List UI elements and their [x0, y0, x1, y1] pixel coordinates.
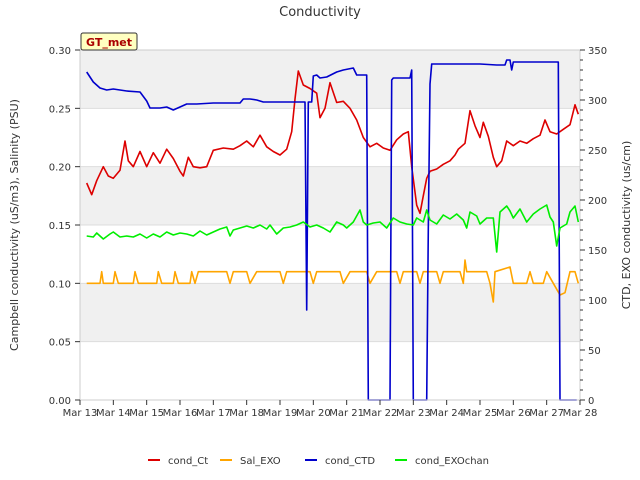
y-left-tick-label: 0.00: [49, 396, 71, 407]
y-axis-left-label: Campbell conductivity (uS/m3), Salinity …: [8, 99, 21, 351]
y-axis-right-label: CTD, EXO conductivity (us/cm): [620, 141, 633, 310]
series-layer: [85, 59, 580, 401]
badge-text: GT_met: [86, 36, 132, 49]
y-left-tick-label: 0.20: [49, 163, 71, 174]
y-right-tick-label: 350: [588, 46, 607, 57]
series-line-cond_EXOchan: [86, 204, 580, 253]
y-left-tick-label: 0.05: [49, 338, 71, 349]
x-tick-label: Mar 25: [463, 408, 498, 419]
legend: cond_Ct Sal_EXO cond_CTD cond_EXOchan: [148, 456, 489, 467]
y-right-tick-label: 0: [588, 396, 594, 407]
series-line-Sal_EXO: [86, 259, 580, 303]
y-left-tick-label: 0.15: [49, 221, 71, 232]
legend-label: cond_Ct: [168, 456, 208, 467]
background-bands: [80, 50, 580, 342]
y-axis-right: 0 50 100 150 200 250 300 350: [580, 46, 607, 407]
x-tick-label: Mar 18: [229, 408, 264, 419]
x-tick-label: Mar 27: [529, 408, 564, 419]
x-tick-label: Mar 14: [96, 408, 131, 419]
chart-title: Conductivity: [279, 5, 361, 20]
x-tick-label: Mar 20: [296, 408, 331, 419]
y-axis-left: 0.00 0.05 0.10 0.15 0.20 0.25 0.30: [49, 46, 80, 407]
series-line-cond_CTD: [86, 59, 577, 401]
band: [80, 283, 580, 342]
x-tick-label: Mar 15: [129, 408, 164, 419]
y-right-tick-label: 100: [588, 296, 607, 307]
y-right-tick-label: 150: [588, 246, 607, 257]
x-tick-label: Mar 19: [263, 408, 298, 419]
band: [80, 166, 580, 225]
x-tick-label: Mar 28: [563, 408, 598, 419]
legend-label: cond_EXOchan: [415, 456, 489, 467]
y-right-tick-label: 250: [588, 146, 607, 157]
x-tick-label: Mar 13: [63, 408, 98, 419]
x-tick-label: Mar 23: [396, 408, 431, 419]
band: [80, 50, 580, 109]
y-right-tick-label: 300: [588, 96, 607, 107]
x-tick-label: Mar 22: [363, 408, 398, 419]
badge: GT_met: [80, 32, 138, 51]
x-tick-label: Mar 16: [163, 408, 198, 419]
y-right-tick-label: 200: [588, 196, 607, 207]
y-right-tick-label: 50: [588, 346, 601, 357]
legend-label: Sal_EXO: [240, 456, 281, 467]
x-tick-label: Mar 26: [496, 408, 531, 419]
badge-box: [80, 32, 138, 51]
x-tick-label: Mar 24: [429, 408, 464, 419]
y-left-tick-label: 0.30: [49, 46, 71, 57]
legend-label: cond_CTD: [325, 456, 375, 467]
series-line-cond_Ct: [85, 70, 580, 215]
x-tick-label: Mar 17: [196, 408, 231, 419]
y-left-tick-label: 0.10: [49, 279, 71, 290]
y-left-tick-label: 0.25: [49, 104, 71, 115]
x-tick-label: Mar 21: [329, 408, 364, 419]
